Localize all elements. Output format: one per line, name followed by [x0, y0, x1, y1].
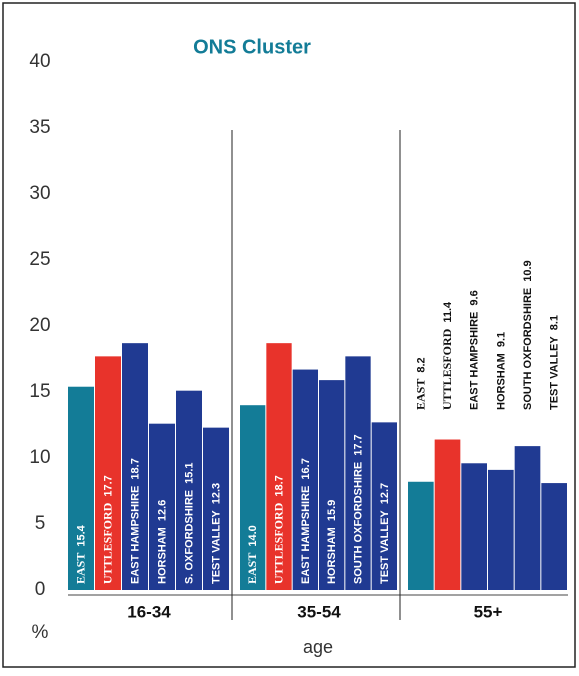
y-tick-label: 0: [35, 579, 46, 600]
bar-label-name: UTTLESFORD: [100, 502, 114, 584]
y-tick-label: 30: [29, 183, 50, 204]
bar: [541, 483, 567, 590]
bar-label-name: SOUTH OXFORDSHIRE: [352, 462, 364, 584]
bar-label-name: UTTLESFORD: [440, 328, 454, 410]
bar-label-name: S. OXFORDSHIRE: [183, 490, 195, 584]
bar-label: TEST VALLEY 12.3: [210, 483, 222, 584]
bar-label-name: EAST: [73, 553, 87, 584]
bar-label: S. OXFORDSHIRE 15.1: [183, 462, 195, 584]
bar-label: EAST 14.0: [245, 525, 259, 584]
bar-label-name: EAST HAMPSHIRE: [469, 312, 481, 410]
bar-label-value: 8.1: [549, 315, 561, 330]
bar: [461, 463, 487, 590]
bar-label-name: TEST VALLEY: [210, 510, 222, 584]
bar-label-name: HORSHAM: [156, 527, 168, 584]
bar-label: SOUTH OXFORDSHIRE 10.9: [522, 260, 534, 410]
bar: [203, 427, 229, 590]
bar-label-value: 18.7: [129, 458, 141, 479]
bar: [240, 405, 266, 590]
bar-label: UTTLESFORD 17.7: [100, 475, 114, 584]
bar-label: SOUTH OXFORDSHIRE 17.7: [352, 434, 364, 584]
bar-label-value: 17.7: [352, 434, 364, 455]
bar: [122, 343, 148, 590]
bar-label-value: 18.7: [273, 475, 285, 496]
bar-label: UTTLESFORD 11.4: [440, 301, 454, 410]
bar-label-value: 14.0: [247, 525, 259, 546]
bar-label: EAST 15.4: [73, 524, 87, 584]
bar-label: TEST VALLEY 12.7: [379, 483, 391, 584]
y-tick-label: 20: [29, 315, 50, 336]
bar-label: EAST HAMPSHIRE 18.7: [129, 458, 141, 584]
bar-label: HORSHAM 9.1: [495, 332, 507, 410]
bar: [68, 386, 94, 590]
bar: [292, 369, 318, 590]
bar: [266, 343, 292, 590]
bar-label-name: EAST HAMPSHIRE: [300, 486, 312, 584]
y-tick-label: 25: [29, 249, 50, 270]
x-tick-label: 16-34: [127, 602, 171, 621]
y-tick-label: 35: [29, 117, 50, 138]
bar: [345, 356, 371, 590]
y-tick-label: 5: [35, 513, 46, 534]
bar-label-value: 15.4: [75, 524, 87, 546]
bar-label-value: 10.9: [522, 260, 534, 281]
bar: [514, 446, 541, 590]
bar: [488, 469, 514, 590]
bar-label-name: HORSHAM: [326, 527, 338, 584]
x-tick-label: 55+: [474, 602, 503, 621]
bar-label: EAST HAMPSHIRE 16.7: [300, 458, 312, 584]
bar-label-name: EAST HAMPSHIRE: [129, 486, 141, 584]
bar-label-name: HORSHAM: [495, 353, 507, 410]
bar: [408, 481, 434, 590]
bar-label-value: 9.1: [495, 332, 507, 347]
bar-label: HORSHAM 15.9: [326, 500, 338, 584]
y-tick-label: 10: [29, 447, 50, 468]
bar-label-value: 15.9: [326, 500, 338, 521]
bar-label-value: 17.7: [102, 475, 114, 496]
bar-label-value: 15.1: [183, 462, 195, 483]
y-axis-label: %: [32, 622, 49, 643]
x-axis-label: age: [303, 637, 333, 657]
bar-label: UTTLESFORD 18.7: [271, 475, 285, 584]
bar-label: TEST VALLEY 8.1: [549, 315, 561, 410]
bar-label-value: 12.7: [379, 483, 391, 504]
bar-label-name: UTTLESFORD: [271, 502, 285, 584]
bar-label: EAST 8.2: [413, 357, 427, 410]
bar: [434, 439, 461, 590]
bar-label-value: 12.6: [156, 500, 168, 521]
bar-label-value: 12.3: [210, 483, 222, 504]
bar-label: EAST HAMPSHIRE 9.6: [469, 290, 481, 410]
x-tick-label: 35-54: [297, 602, 341, 621]
bar: [176, 390, 202, 590]
bar-label-name: EAST: [245, 553, 259, 584]
bar-label: HORSHAM 12.6: [156, 500, 168, 584]
bar-label-value: 11.4: [442, 301, 454, 323]
y-tick-label: 15: [29, 381, 50, 402]
chart-title: ONS Cluster: [193, 36, 311, 58]
bar-label-name: EAST: [413, 379, 427, 410]
bar-label-name: TEST VALLEY: [379, 510, 391, 584]
bar: [371, 422, 397, 590]
bar-label-value: 16.7: [300, 458, 312, 479]
bar-label-name: SOUTH OXFORDSHIRE: [522, 288, 534, 410]
bar-label-value: 9.6: [469, 290, 481, 305]
bar-label-name: TEST VALLEY: [549, 336, 561, 410]
y-tick-label: 40: [29, 51, 50, 72]
bar: [95, 356, 121, 590]
bar: [149, 423, 175, 590]
bar-label-value: 8.2: [415, 357, 427, 372]
bar: [319, 380, 345, 590]
